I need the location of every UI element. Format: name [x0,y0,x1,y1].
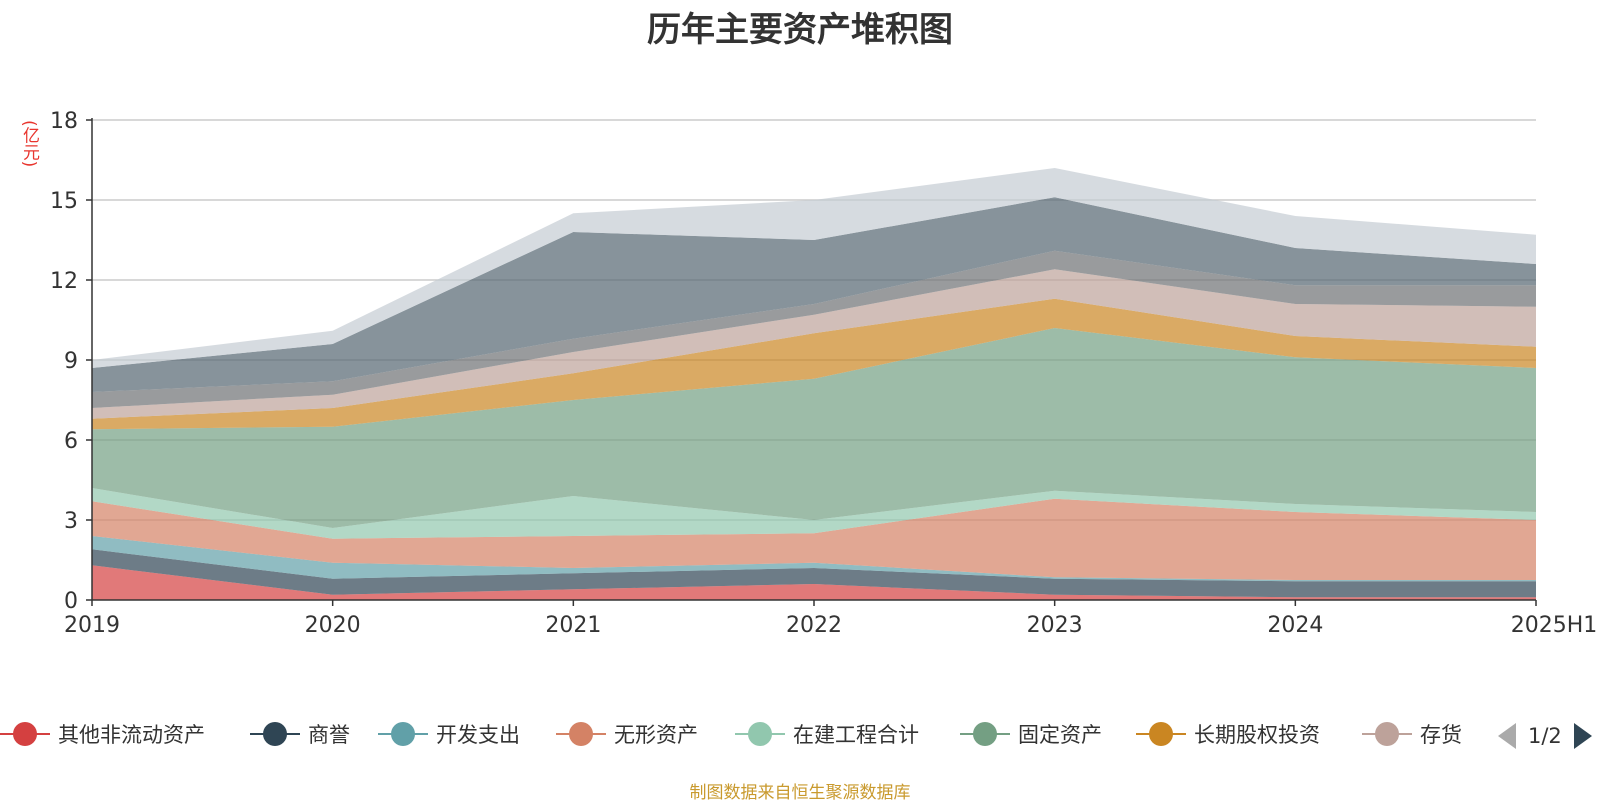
area-series-1 [92,549,1536,598]
area-series-2 [92,536,1536,582]
legend-item[interactable]: 商誉 [250,714,350,754]
legend-marker-icon [250,714,300,754]
legend-label: 无形资产 [614,723,698,747]
x-tick-label: 2023 [1027,613,1083,638]
x-tick-label: 2022 [786,613,842,638]
legend-item[interactable]: 存货 [1362,714,1462,754]
legend-item[interactable]: 开发支出 [378,714,520,754]
legend-item[interactable]: 其他非流动资产 [0,714,205,754]
legend-label: 长期股权投资 [1194,723,1320,747]
area-series-5 [92,328,1536,528]
area-series-7 [92,269,1536,419]
area-series-6 [92,298,1536,430]
legend: 其他非流动资产 商誉 开发支出 无形资产 在建工程合计 固定资产 长期股权投资 存货 [0,714,1600,754]
legend-marker-icon [0,714,50,754]
legend-marker-icon [1362,714,1412,754]
y-tick-label: 18 [50,109,78,134]
y-tick-label: 3 [64,509,78,534]
area-series-10 [92,168,1536,368]
x-tick-label: 2019 [64,613,120,638]
legend-label: 商誉 [308,723,350,747]
x-tick-label: 2024 [1267,613,1323,638]
legend-label: 固定资产 [1018,723,1102,747]
legend-marker-icon [1136,714,1186,754]
legend-prev-page-icon[interactable] [1498,723,1516,749]
legend-label: 其他非流动资产 [58,723,205,747]
y-tick-label: 0 [64,589,78,614]
area-series-0 [92,565,1536,600]
legend-marker-icon [735,714,785,754]
y-axis-unit-label: (亿元) [19,120,39,168]
y-tick-label: 12 [50,269,78,294]
legend-pager: 1/2 [1498,716,1592,756]
x-tick-label: 2020 [305,613,361,638]
y-tick-label: 6 [64,429,78,454]
chart-title: 历年主要资产堆积图 [647,10,953,50]
legend-label: 在建工程合计 [793,723,919,747]
stacked-area-chart: 0 3 6 9 12 15 18 2019 2020 2021 2022 2023 2024 2025H1 [50,109,1598,638]
x-tick-label: 2025H1 [1511,613,1598,638]
legend-page-indicator: 1/2 [1528,724,1562,748]
legend-marker-icon [960,714,1010,754]
legend-label: 存货 [1420,723,1462,747]
legend-marker-icon [556,714,606,754]
legend-item[interactable]: 无形资产 [556,714,698,754]
area-series-8 [92,250,1536,408]
area-series-4 [92,488,1536,539]
legend-item[interactable]: 长期股权投资 [1136,714,1320,754]
y-tick-label: 15 [50,189,78,214]
legend-marker-icon [378,714,428,754]
legend-item[interactable]: 固定资产 [960,714,1102,754]
source-note: 制图数据来自恒生聚源数据库 [689,783,911,803]
area-series-9 [92,197,1536,392]
y-tick-label: 9 [64,349,78,374]
legend-label: 开发支出 [436,723,520,747]
legend-item[interactable]: 在建工程合计 [735,714,919,754]
area-series-3 [92,498,1536,580]
legend-next-page-icon[interactable] [1573,723,1592,749]
x-tick-label: 2021 [545,613,601,638]
